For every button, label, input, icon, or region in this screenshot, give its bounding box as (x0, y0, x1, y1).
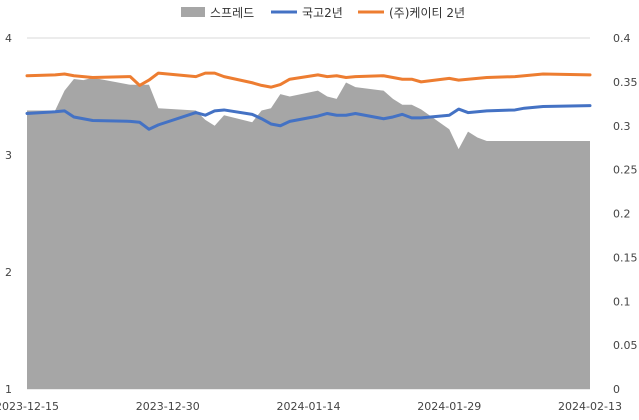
x-tick-label: 2023-12-30 (136, 400, 200, 413)
legend: 스프레드 국고2년 (주)케이티 2년 (181, 6, 465, 20)
y-left-tick-label: 1 (5, 383, 12, 396)
legend-label: 스프레드 (210, 6, 254, 20)
y-right-tick-label: 0.4 (613, 32, 631, 45)
x-tick-label: 2023-12-15 (0, 400, 59, 413)
y-left-tick-label: 2 (5, 266, 12, 279)
y-right-tick-label: 0.15 (613, 251, 638, 264)
y-right-tick-label: 0.35 (613, 76, 638, 89)
y-left-tick-label: 4 (5, 32, 12, 45)
x-tick-label: 2024-02-13 (558, 400, 622, 413)
y-right-tick-label: 0.1 (613, 295, 631, 308)
spread-area (27, 77, 590, 389)
y-right-tick-label: 0.25 (613, 164, 638, 177)
axis-layer: 1 2 3 4 0 0.05 0.1 0.15 0.2 0.25 0.3 0.35 0.4 2023-12… (0, 32, 638, 413)
y-right-tick-label: 0.3 (613, 120, 631, 133)
legend-label: 국고2년 (302, 6, 343, 20)
legend-label: (주)케이티 2년 (389, 6, 465, 20)
x-tick-label: 2024-01-14 (277, 400, 341, 413)
y-right-tick-label: 0.05 (613, 339, 638, 352)
legend-swatch-spread (181, 7, 205, 17)
gov2y-line (25, 104, 592, 131)
y-right-tick-label: 0.2 (613, 208, 631, 221)
y-right-tick-label: 0 (613, 383, 620, 396)
x-tick-label: 2024-01-29 (417, 400, 481, 413)
line-layer (25, 71, 592, 131)
kt2y-line (25, 71, 592, 89)
area-layer (27, 77, 590, 389)
y-left-tick-label: 3 (5, 149, 12, 162)
